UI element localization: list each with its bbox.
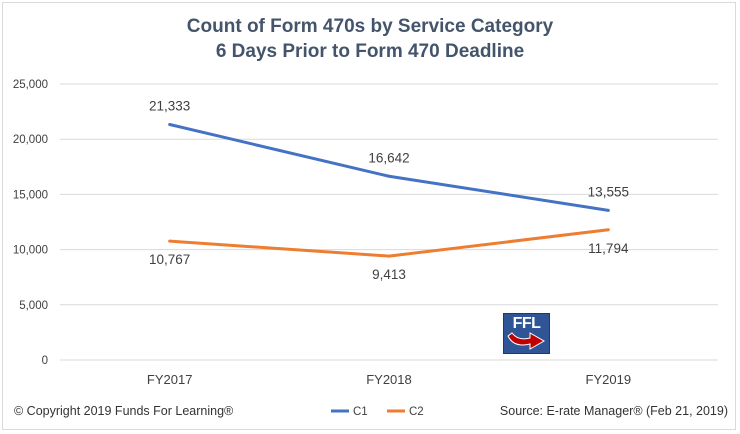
source-text: Source: E-rate Manager® (Feb 21, 2019)	[499, 404, 728, 418]
ffl-logo: FFL	[503, 313, 550, 354]
logo-text: FFL	[512, 315, 541, 332]
y-tick-label: 15,000	[13, 189, 48, 201]
logo-arrow-icon	[507, 332, 546, 350]
data-point	[168, 122, 172, 126]
y-tick-label: 10,000	[13, 245, 48, 257]
chart-title: Count of Form 470s by Service Category	[186, 16, 554, 37]
data-point	[606, 228, 610, 232]
x-tick-label: FY2018	[366, 372, 412, 387]
data-point	[387, 174, 391, 178]
data-point	[387, 254, 391, 258]
data-label: 10,767	[149, 252, 190, 267]
x-tick-label: FY2017	[147, 372, 193, 387]
legend-label-c1: C1	[353, 406, 368, 418]
legend-label-c2: C2	[409, 406, 424, 418]
x-tick-label: FY2019	[586, 372, 632, 387]
data-label: 11,794	[588, 241, 629, 256]
chart-subtitle: 6 Days Prior to Form 470 Deadline	[215, 41, 525, 62]
chart-frame	[2, 2, 736, 430]
copyright-text: © Copyright 2019 Funds For Learning®	[14, 404, 234, 418]
series-line-c1	[169, 123, 609, 212]
data-label: 21,333	[149, 98, 190, 113]
data-label: 13,555	[588, 184, 629, 199]
y-tick-label: 20,000	[13, 134, 48, 146]
y-tick-label: 5,000	[19, 300, 48, 312]
data-label: 16,642	[368, 150, 409, 165]
data-label: 9,413	[372, 267, 406, 282]
y-tick-label: 0	[42, 355, 48, 367]
data-point	[606, 208, 610, 212]
series-line-c2	[169, 228, 609, 258]
y-tick-label: 25,000	[13, 79, 48, 91]
data-point	[168, 239, 172, 243]
